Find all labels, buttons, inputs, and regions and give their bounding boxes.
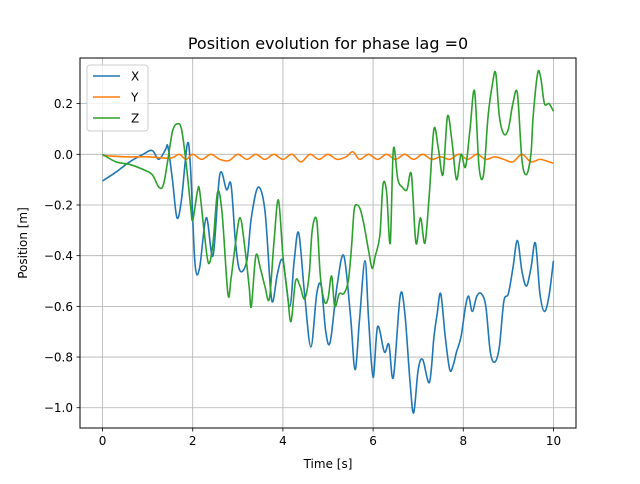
x-tick-label: 2 [189,434,197,448]
axes-frame [79,57,577,429]
y-tick-label: 0.2 [54,97,73,111]
x-tick-label: 10 [546,434,561,448]
legend-box [86,64,149,132]
y-axis-label: Position [m] [16,207,30,279]
y-tick-label: −0.6 [44,300,73,314]
series-line-y [102,150,554,164]
x-axis-label: Time [s] [303,457,353,471]
y-tick-label: −0.4 [44,249,73,263]
series-lines [102,69,555,414]
y-tick-label: −0.2 [44,198,73,212]
series-line-x [102,141,555,414]
x-tick-label: 0 [99,434,107,448]
y-tick-label: −1.0 [44,401,73,415]
y-tick-label: −0.8 [44,351,73,365]
x-tick-label: 8 [459,434,467,448]
chart-title: Position evolution for phase lag =0 [188,34,468,53]
x-tick-label: 4 [279,434,287,448]
legend-label-x: X [131,70,139,84]
legend: XYZ [86,64,149,132]
ticks: 0 2 4 6 8 10 −1.0 −0.8 −0.6 −0.4 −0.2 0.0 0.2 [44,97,561,448]
series-line-z [102,69,555,323]
x-tick-label: 6 [369,434,377,448]
y-tick-label: 0.0 [54,148,73,162]
legend-label-z: Z [131,112,139,126]
grid [80,58,576,428]
legend-label-y: Y [130,91,139,105]
